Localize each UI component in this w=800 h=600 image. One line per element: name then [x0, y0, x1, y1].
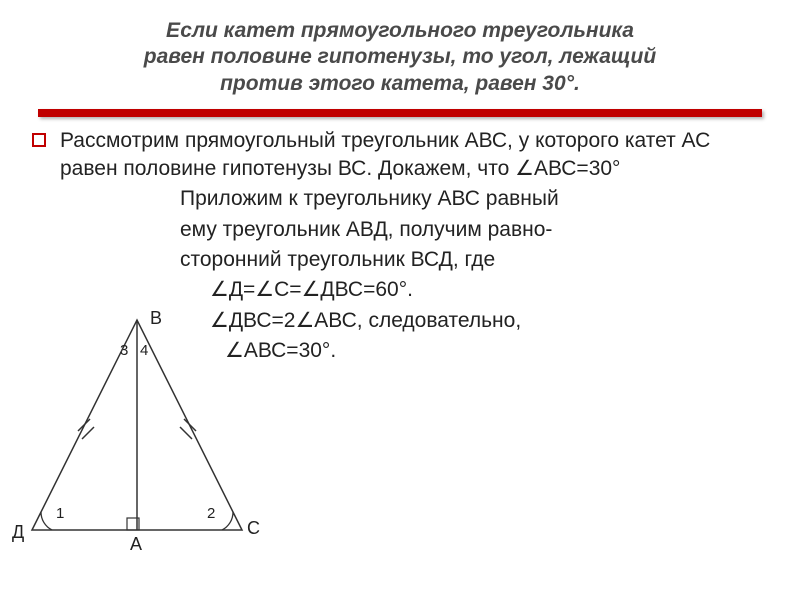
title-line: равен половине гипотенузы, то угол, лежа…: [40, 44, 760, 70]
square-bullet-icon: [32, 133, 46, 147]
vertex-label-d: Д: [12, 522, 24, 543]
angle-label: 2: [207, 505, 215, 522]
proof-line: сторонний треугольник ВСД, где: [60, 246, 760, 274]
proof-line: ему треугольник АВД, получим равно-: [60, 216, 760, 244]
vertex-label-c: С: [247, 518, 260, 539]
angle-label: 4: [140, 342, 148, 359]
bullet-paragraph: Рассмотрим прямоугольный треугольник АВС…: [38, 127, 760, 184]
vertex-label-b: В: [150, 308, 162, 329]
paragraph: Рассмотрим прямоугольный треугольник АВС…: [60, 127, 760, 184]
angle-label: 1: [56, 505, 64, 522]
title-line: Если катет прямоугольного треугольника: [40, 18, 760, 44]
vertex-label-a: А: [130, 534, 142, 555]
proof-line: Приложим к треугольнику АВС равный: [60, 185, 760, 213]
title-line: против этого катета, равен 30°.: [40, 71, 760, 97]
divider-bar: [38, 109, 762, 117]
triangle-diagram: В Д С А 1 2 3 4: [22, 300, 252, 560]
angle-label: 3: [120, 342, 128, 359]
theorem-title: Если катет прямоугольного треугольника р…: [0, 0, 800, 105]
